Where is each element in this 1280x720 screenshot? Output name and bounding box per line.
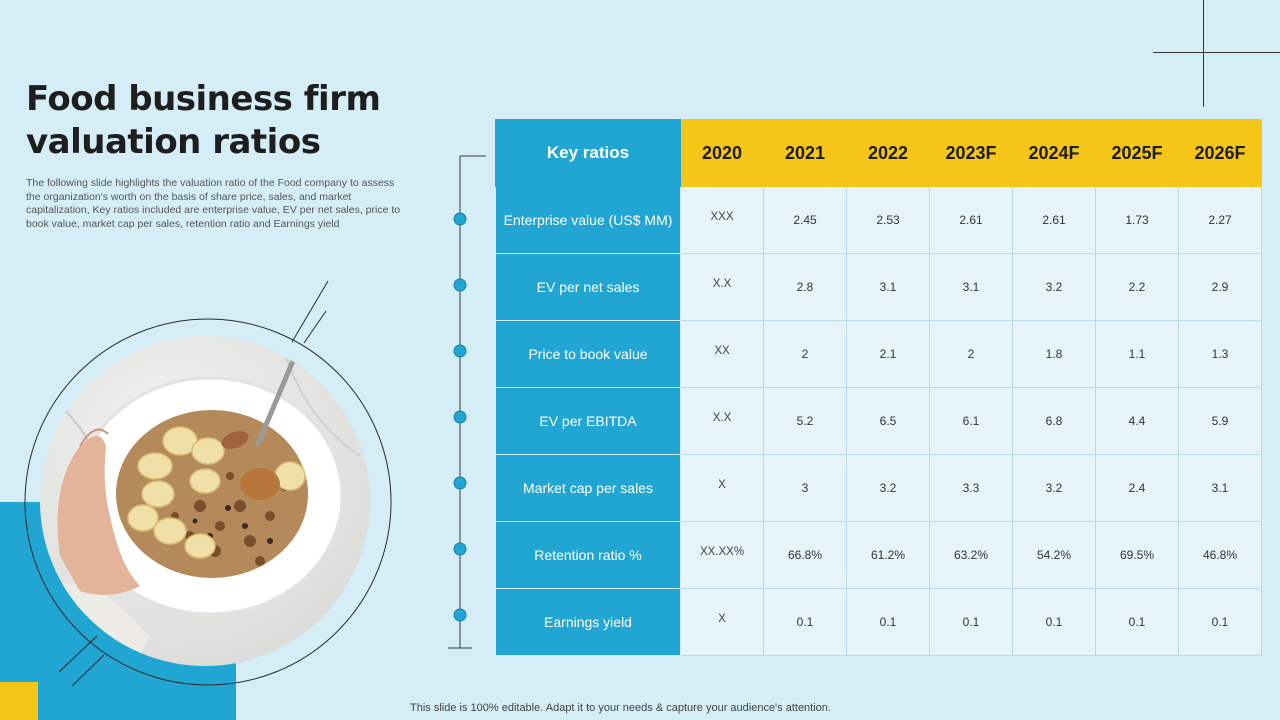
- table-cell: 61.2%: [846, 521, 930, 589]
- cell-value: X.X: [712, 278, 732, 290]
- food-bowl-photo: [40, 336, 370, 666]
- header-year: 2023F: [929, 119, 1013, 187]
- table-cell: 1.73: [1095, 186, 1179, 254]
- table-cell: XX.XX%: [680, 521, 764, 589]
- header-year: 2024F: [1012, 119, 1096, 187]
- table-cell: XX: [680, 320, 764, 388]
- row-label: EV per net sales: [495, 253, 681, 321]
- header-year: 2021: [763, 119, 847, 187]
- table-row: Earnings yield X 0.1 0.1 0.1 0.1 0.1 0.1: [495, 588, 1262, 656]
- table-cell: X.X: [680, 387, 764, 455]
- cell-value: XX.XX%: [699, 546, 745, 558]
- table-cell: 3.3: [929, 454, 1013, 522]
- table-cell: X: [680, 454, 764, 522]
- corner-line-horizontal: [1153, 52, 1280, 53]
- table-cell: 1.1: [1095, 320, 1179, 388]
- page-title: Food business firm valuation ratios: [26, 79, 381, 162]
- row-label: EV per EBITDA: [495, 387, 681, 455]
- table-cell: 0.1: [1012, 588, 1096, 656]
- cell-value: X.X: [712, 412, 732, 424]
- table-cell: X: [680, 588, 764, 656]
- table-cell: 2.45: [763, 186, 847, 254]
- table-header-row: Key ratios 2020 2021 2022 2023F 2024F 20…: [495, 119, 1262, 187]
- table-cell: 1.3: [1178, 320, 1262, 388]
- table-cell: 2.8: [763, 253, 847, 321]
- table-cell: 2.27: [1178, 186, 1262, 254]
- table-cell: X.X: [680, 253, 764, 321]
- valuation-ratios-table: Key ratios 2020 2021 2022 2023F 2024F 20…: [495, 119, 1262, 656]
- table-cell: 4.4: [1095, 387, 1179, 455]
- table-cell: 6.1: [929, 387, 1013, 455]
- yellow-accent-block: [0, 682, 38, 720]
- timeline-dot: [453, 476, 467, 490]
- row-label: Earnings yield: [495, 588, 681, 656]
- cell-value: X: [718, 613, 726, 625]
- table-row: Retention ratio % XX.XX% 66.8% 61.2% 63.2% 54…: [495, 521, 1262, 589]
- table-cell: 3: [763, 454, 847, 522]
- timeline-dot: [453, 542, 467, 556]
- row-label: Enterprise value (US$ MM): [495, 186, 681, 254]
- cell-value: XX: [714, 345, 730, 357]
- table-cell: 66.8%: [763, 521, 847, 589]
- footer-note: This slide is 100% editable. Adapt it to…: [410, 702, 831, 714]
- cell-value: X: [718, 479, 726, 491]
- table-cell: 54.2%: [1012, 521, 1096, 589]
- table-cell: XXX: [680, 186, 764, 254]
- table-cell: 2: [929, 320, 1013, 388]
- table-cell: 3.2: [1012, 454, 1096, 522]
- row-label: Market cap per sales: [495, 454, 681, 522]
- table-cell: 0.1: [846, 588, 930, 656]
- table-cell: 69.5%: [1095, 521, 1179, 589]
- decorative-ring-lines: [24, 280, 392, 687]
- table-cell: 2.61: [929, 186, 1013, 254]
- table-cell: 46.8%: [1178, 521, 1262, 589]
- table-cell: 6.5: [846, 387, 930, 455]
- slide-description: The following slide highlights the valua…: [26, 177, 401, 230]
- table-cell: 5.9: [1178, 387, 1262, 455]
- table-cell: 2.53: [846, 186, 930, 254]
- table-cell: 3.1: [1178, 454, 1262, 522]
- table-cell: 1.8: [1012, 320, 1096, 388]
- cell-value: XXX: [710, 211, 734, 223]
- table-cell: 0.1: [929, 588, 1013, 656]
- table-cell: 6.8: [1012, 387, 1096, 455]
- header-year: 2026F: [1178, 119, 1262, 187]
- table-cell: 2.1: [846, 320, 930, 388]
- timeline-dot: [453, 278, 467, 292]
- table-cell: 2.61: [1012, 186, 1096, 254]
- table-cell: 2.4: [1095, 454, 1179, 522]
- header-year: 2020: [680, 119, 764, 187]
- table-row: Market cap per sales X 3 3.2 3.3 3.2 2.4 3.1: [495, 454, 1262, 522]
- row-label: Price to book value: [495, 320, 681, 388]
- row-label: Retention ratio %: [495, 521, 681, 589]
- table-cell: 0.1: [763, 588, 847, 656]
- table-cell: 3.2: [846, 454, 930, 522]
- table-row: Enterprise value (US$ MM) XXX 2.45 2.53 2.61…: [495, 186, 1262, 254]
- table-cell: 2.2: [1095, 253, 1179, 321]
- table-cell: 0.1: [1178, 588, 1262, 656]
- timeline-dot: [453, 410, 467, 424]
- table-row: EV per net sales X.X 2.8 3.1 3.1 3.2 2.2 2.9: [495, 253, 1262, 321]
- table-cell: 3.1: [846, 253, 930, 321]
- table-cell: 2.9: [1178, 253, 1262, 321]
- header-key-ratios: Key ratios: [495, 119, 681, 187]
- timeline-dot: [453, 608, 467, 622]
- table-cell: 5.2: [763, 387, 847, 455]
- corner-line-vertical: [1203, 0, 1204, 107]
- header-year: 2022: [846, 119, 930, 187]
- table-cell: 3.2: [1012, 253, 1096, 321]
- timeline-dot: [453, 212, 467, 226]
- table-cell: 0.1: [1095, 588, 1179, 656]
- table-cell: 3.1: [929, 253, 1013, 321]
- timeline-dot: [453, 344, 467, 358]
- table-cell: 2: [763, 320, 847, 388]
- table-row: Price to book value XX 2 2.1 2 1.8 1.1 1.3: [495, 320, 1262, 388]
- row-timeline: [448, 155, 486, 649]
- table-row: EV per EBITDA X.X 5.2 6.5 6.1 6.8 4.4 5.9: [495, 387, 1262, 455]
- table-cell: 63.2%: [929, 521, 1013, 589]
- header-year: 2025F: [1095, 119, 1179, 187]
